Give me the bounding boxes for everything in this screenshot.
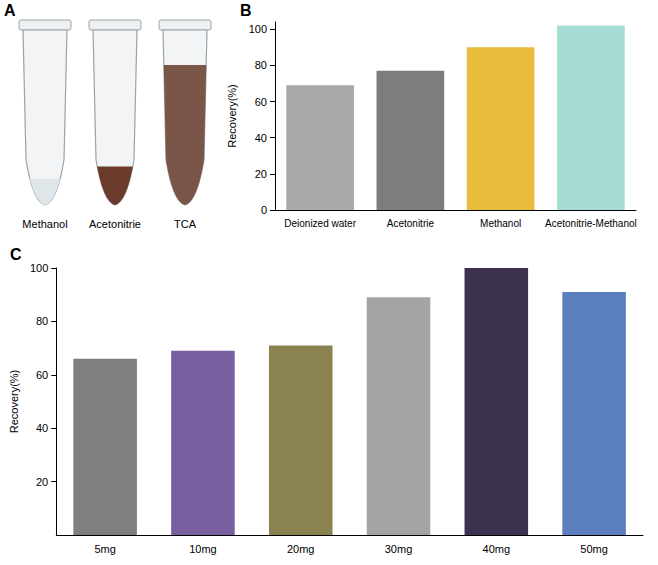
svg-text:100: 100 xyxy=(249,23,267,35)
svg-text:40mg: 40mg xyxy=(483,543,511,555)
svg-text:Recovery(%): Recovery(%) xyxy=(8,370,20,434)
svg-text:Methanol: Methanol xyxy=(480,218,521,229)
svg-text:20mg: 20mg xyxy=(287,543,315,555)
svg-text:TCA: TCA xyxy=(174,218,197,230)
svg-text:40: 40 xyxy=(255,132,267,144)
svg-text:50mg: 50mg xyxy=(580,543,608,555)
svg-text:60: 60 xyxy=(36,369,48,381)
svg-text:20: 20 xyxy=(36,476,48,488)
svg-text:10mg: 10mg xyxy=(189,543,217,555)
svg-text:0: 0 xyxy=(261,204,267,216)
svg-text:Acetonitrie-Methanol: Acetonitrie-Methanol xyxy=(545,218,637,229)
svg-text:Deionized water: Deionized water xyxy=(284,218,356,229)
svg-text:5mg: 5mg xyxy=(94,543,115,555)
svg-text:80: 80 xyxy=(255,59,267,71)
svg-text:40: 40 xyxy=(36,422,48,434)
svg-text:Acetonitrie: Acetonitrie xyxy=(89,218,141,230)
svg-text:Acetonitrie: Acetonitrie xyxy=(387,218,435,229)
svg-text:Recovery(%): Recovery(%) xyxy=(226,84,238,148)
svg-text:30mg: 30mg xyxy=(385,543,413,555)
svg-text:Methanol: Methanol xyxy=(22,218,67,230)
svg-text:A: A xyxy=(4,2,16,19)
svg-text:100: 100 xyxy=(30,262,48,274)
svg-text:20: 20 xyxy=(255,168,267,180)
svg-text:60: 60 xyxy=(255,96,267,108)
svg-text:C: C xyxy=(10,246,22,263)
svg-text:B: B xyxy=(240,2,252,19)
svg-text:80: 80 xyxy=(36,315,48,327)
